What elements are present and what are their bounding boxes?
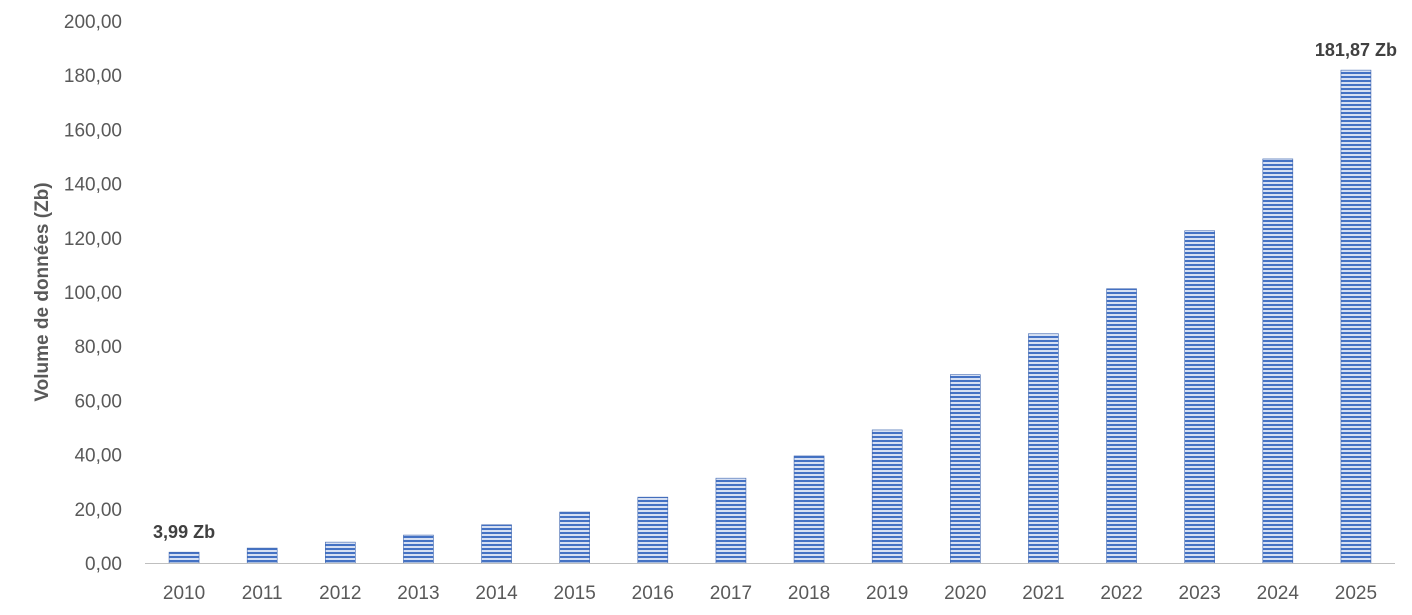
bar-2025 — [1340, 69, 1372, 564]
bar-2022 — [1106, 288, 1137, 564]
x-tick-label-2014: 2014 — [475, 583, 518, 604]
x-tick-label-2013: 2013 — [397, 583, 439, 604]
y-tick-label: 120,00 — [64, 229, 122, 250]
bar-2018 — [793, 455, 825, 564]
bar-2015 — [559, 511, 590, 564]
x-tick-label-2023: 2023 — [1179, 583, 1221, 604]
y-axis-title: Volume de données (Zb) — [32, 182, 53, 401]
x-tick-label-2021: 2021 — [1022, 583, 1064, 604]
bars-group — [168, 69, 1372, 564]
x-tick-label-2024: 2024 — [1257, 583, 1300, 604]
y-tick-label: 80,00 — [74, 337, 122, 358]
x-tick-label-2011: 2011 — [242, 583, 283, 604]
y-tick-label: 200,00 — [64, 12, 122, 33]
y-tick-label: 40,00 — [74, 446, 122, 467]
y-tick-label: 180,00 — [64, 66, 122, 87]
y-tick-label: 160,00 — [64, 120, 122, 141]
bar-2010 — [168, 551, 200, 564]
x-tick-label-2010: 2010 — [163, 583, 205, 604]
data-label-2010: 3,99 Zb — [153, 522, 215, 542]
x-tick-label-2017: 2017 — [710, 583, 752, 604]
x-tick-label-2025: 2025 — [1335, 583, 1377, 604]
x-tick-label-2018: 2018 — [788, 583, 830, 604]
data-label-2025: 181,87 Zb — [1315, 40, 1397, 60]
bar-2021 — [1028, 333, 1059, 564]
bar-2019 — [871, 429, 903, 564]
x-axis-ticks: 2010 2011 2012 2013 2014 2015 2016 2017 2018 2019… — [163, 583, 1377, 604]
y-axis-ticks: 0,00 20,00 40,00 60,00 80,00 100,00 120,00 140,… — [64, 12, 122, 575]
y-tick-label: 60,00 — [74, 391, 122, 412]
y-tick-label: 0,00 — [85, 554, 122, 575]
x-tick-label-2022: 2022 — [1100, 583, 1142, 604]
bar-2024 — [1262, 158, 1294, 564]
bar-2011 — [246, 547, 278, 564]
x-tick-label-2012: 2012 — [319, 583, 361, 604]
y-tick-label: 140,00 — [64, 175, 122, 196]
x-tick-label-2016: 2016 — [632, 583, 674, 604]
data-labels-group: 3,99 Zb 181,87 Zb — [153, 40, 1397, 542]
x-tick-label-2019: 2019 — [866, 583, 908, 604]
x-tick-label-2015: 2015 — [554, 583, 596, 604]
bar-2013 — [403, 534, 434, 564]
bar-2017 — [715, 477, 747, 564]
y-tick-label: 20,00 — [74, 500, 122, 521]
bar-2020 — [950, 374, 981, 564]
bar-2012 — [325, 541, 356, 564]
y-tick-label: 100,00 — [64, 283, 122, 304]
x-tick-label-2020: 2020 — [944, 583, 986, 604]
bar-2023 — [1184, 230, 1215, 564]
bar-2016 — [637, 496, 669, 564]
bar-2014 — [481, 524, 512, 564]
